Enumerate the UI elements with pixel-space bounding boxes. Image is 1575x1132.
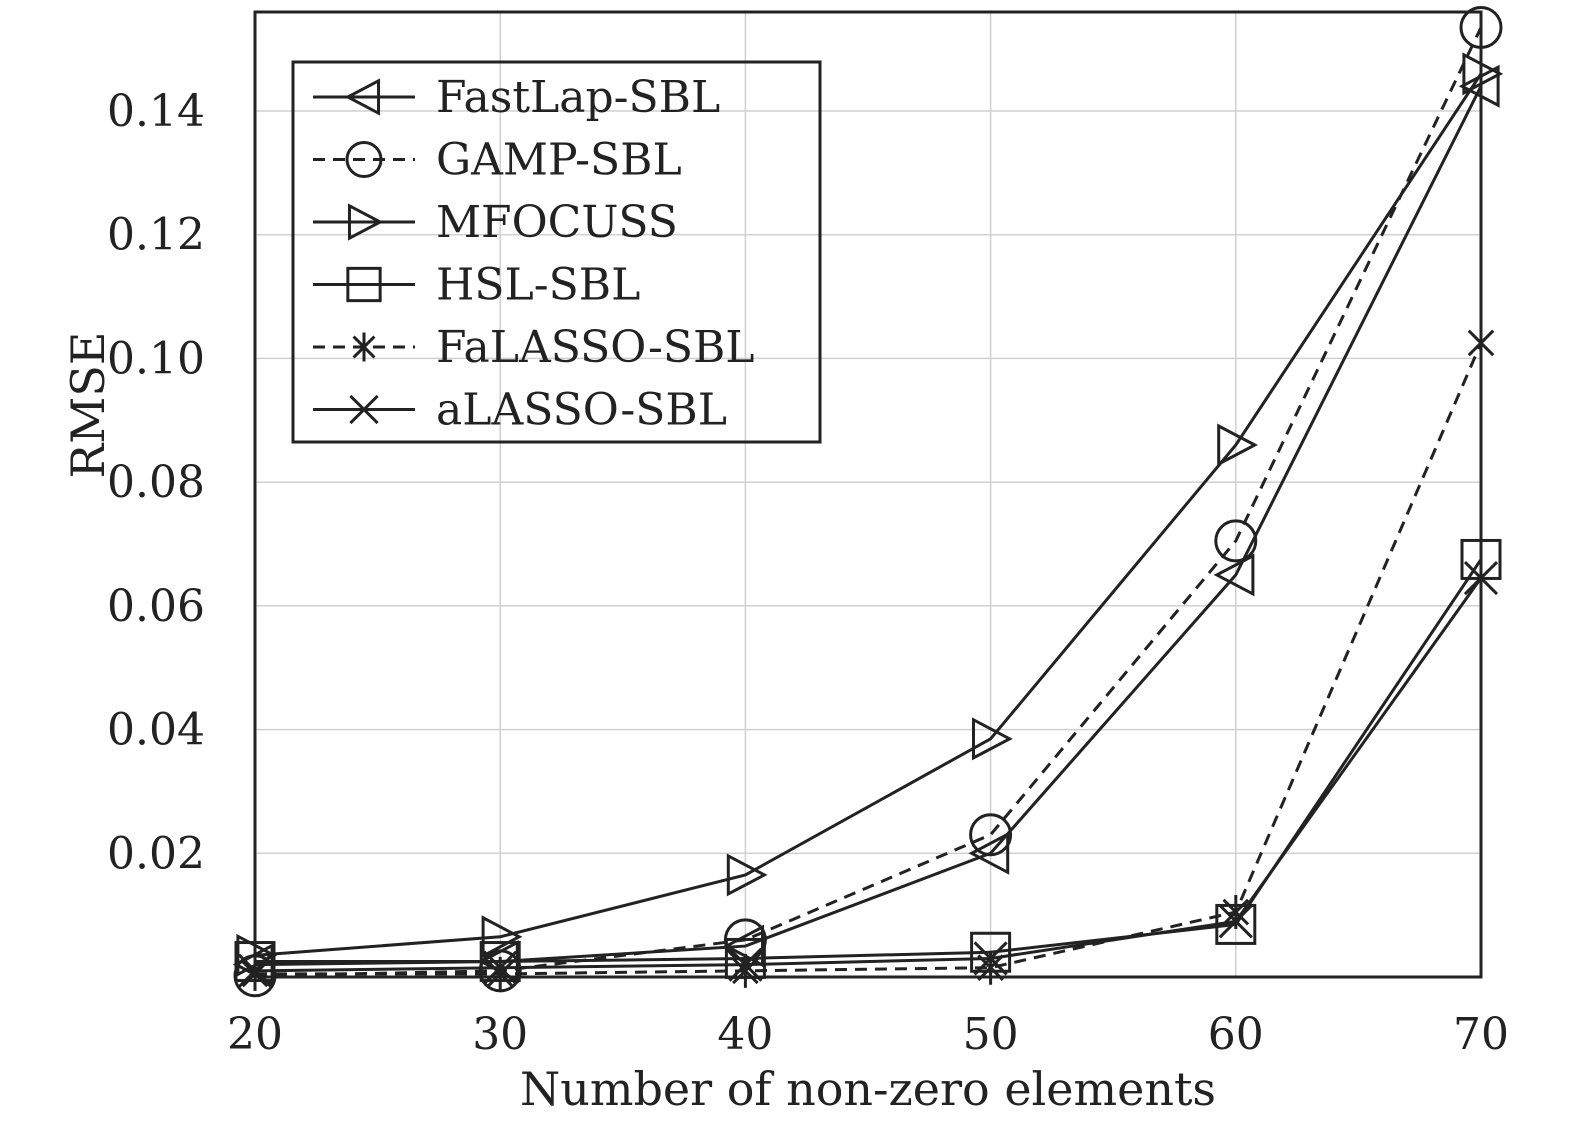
x-tick-label: 60	[1208, 1009, 1264, 1060]
y-tick-label: 0.10	[107, 333, 205, 384]
series-line	[254, 26, 1483, 978]
series-line	[255, 342, 1483, 976]
legend-marker	[344, 78, 381, 116]
y-tick-label: 0.14	[107, 86, 205, 137]
y-tick-label: 0.02	[107, 828, 205, 879]
y-tick-label: 0.12	[107, 210, 205, 261]
data-point	[481, 915, 523, 959]
legend-entry: HSL-SBL	[313, 260, 640, 311]
series-gamp-sbl	[233, 5, 1503, 998]
data-point	[1214, 519, 1258, 563]
legend-label: aLASSO-SBL	[436, 385, 727, 436]
series-falasso-sbl	[241, 325, 1495, 991]
data-point	[969, 813, 1013, 857]
legend-entry: FaLASSO-SBL	[313, 322, 755, 373]
legend-label: MFOCUSS	[436, 197, 678, 248]
y-tick-label: 0.06	[107, 581, 205, 632]
data-point	[972, 717, 1013, 761]
y-tick-label: 0.08	[107, 457, 205, 508]
legend-marker	[347, 203, 384, 241]
y-axis-label: RMSE	[61, 332, 115, 479]
data-point	[726, 853, 768, 897]
series-layer	[232, 5, 1504, 998]
tick-labels: 20 30 40 50 60 70 0.02 0.04 0.06 0.08 0.10 0.12 0.14	[107, 86, 1509, 1060]
x-tick-label: 30	[472, 1009, 528, 1060]
legend-marker	[352, 332, 376, 362]
legend-label: HSL-SBL	[436, 260, 640, 311]
legend-entry: GAMP-SBL	[313, 135, 682, 186]
data-point	[1213, 553, 1255, 597]
y-tick-label: 0.04	[107, 705, 205, 756]
data-point	[973, 941, 1008, 976]
plot-frame	[253, 10, 1483, 979]
legend-entry: FastLap-SBL	[313, 72, 720, 123]
data-point	[728, 947, 763, 982]
legend-marker	[349, 394, 379, 425]
x-tick-label: 20	[227, 1009, 283, 1060]
x-tick-label: 50	[963, 1009, 1019, 1060]
legend-label: GAMP-SBL	[436, 135, 682, 186]
legend-marker	[346, 266, 382, 303]
series-alasso-sbl	[237, 560, 1499, 988]
x-tick-label: 40	[717, 1009, 773, 1060]
legend-label: FastLap-SBL	[436, 72, 720, 123]
legend-entry: aLASSO-SBL	[313, 385, 727, 436]
series-line	[254, 577, 1483, 973]
data-point	[1218, 904, 1253, 939]
series-mfocuss	[236, 52, 1504, 977]
legend-entry: MFOCUSS	[313, 197, 678, 248]
legend: FastLap-SBL GAMP-SBL MFOCUSS HSL-SBL FaLASSO…	[291, 60, 822, 444]
x-axis-label: Number of non-zero elements	[520, 1062, 1216, 1116]
data-point	[486, 956, 514, 991]
data-point	[968, 831, 1010, 875]
series-line	[254, 73, 1483, 957]
data-point	[732, 953, 759, 988]
legend-marker	[345, 141, 383, 178]
legend-label: FaLASSO-SBL	[436, 322, 755, 373]
legend-box	[291, 60, 822, 444]
data-point	[1217, 423, 1259, 467]
x-tick-label: 70	[1453, 1009, 1509, 1060]
series-fastlap-sbl	[232, 64, 1500, 987]
